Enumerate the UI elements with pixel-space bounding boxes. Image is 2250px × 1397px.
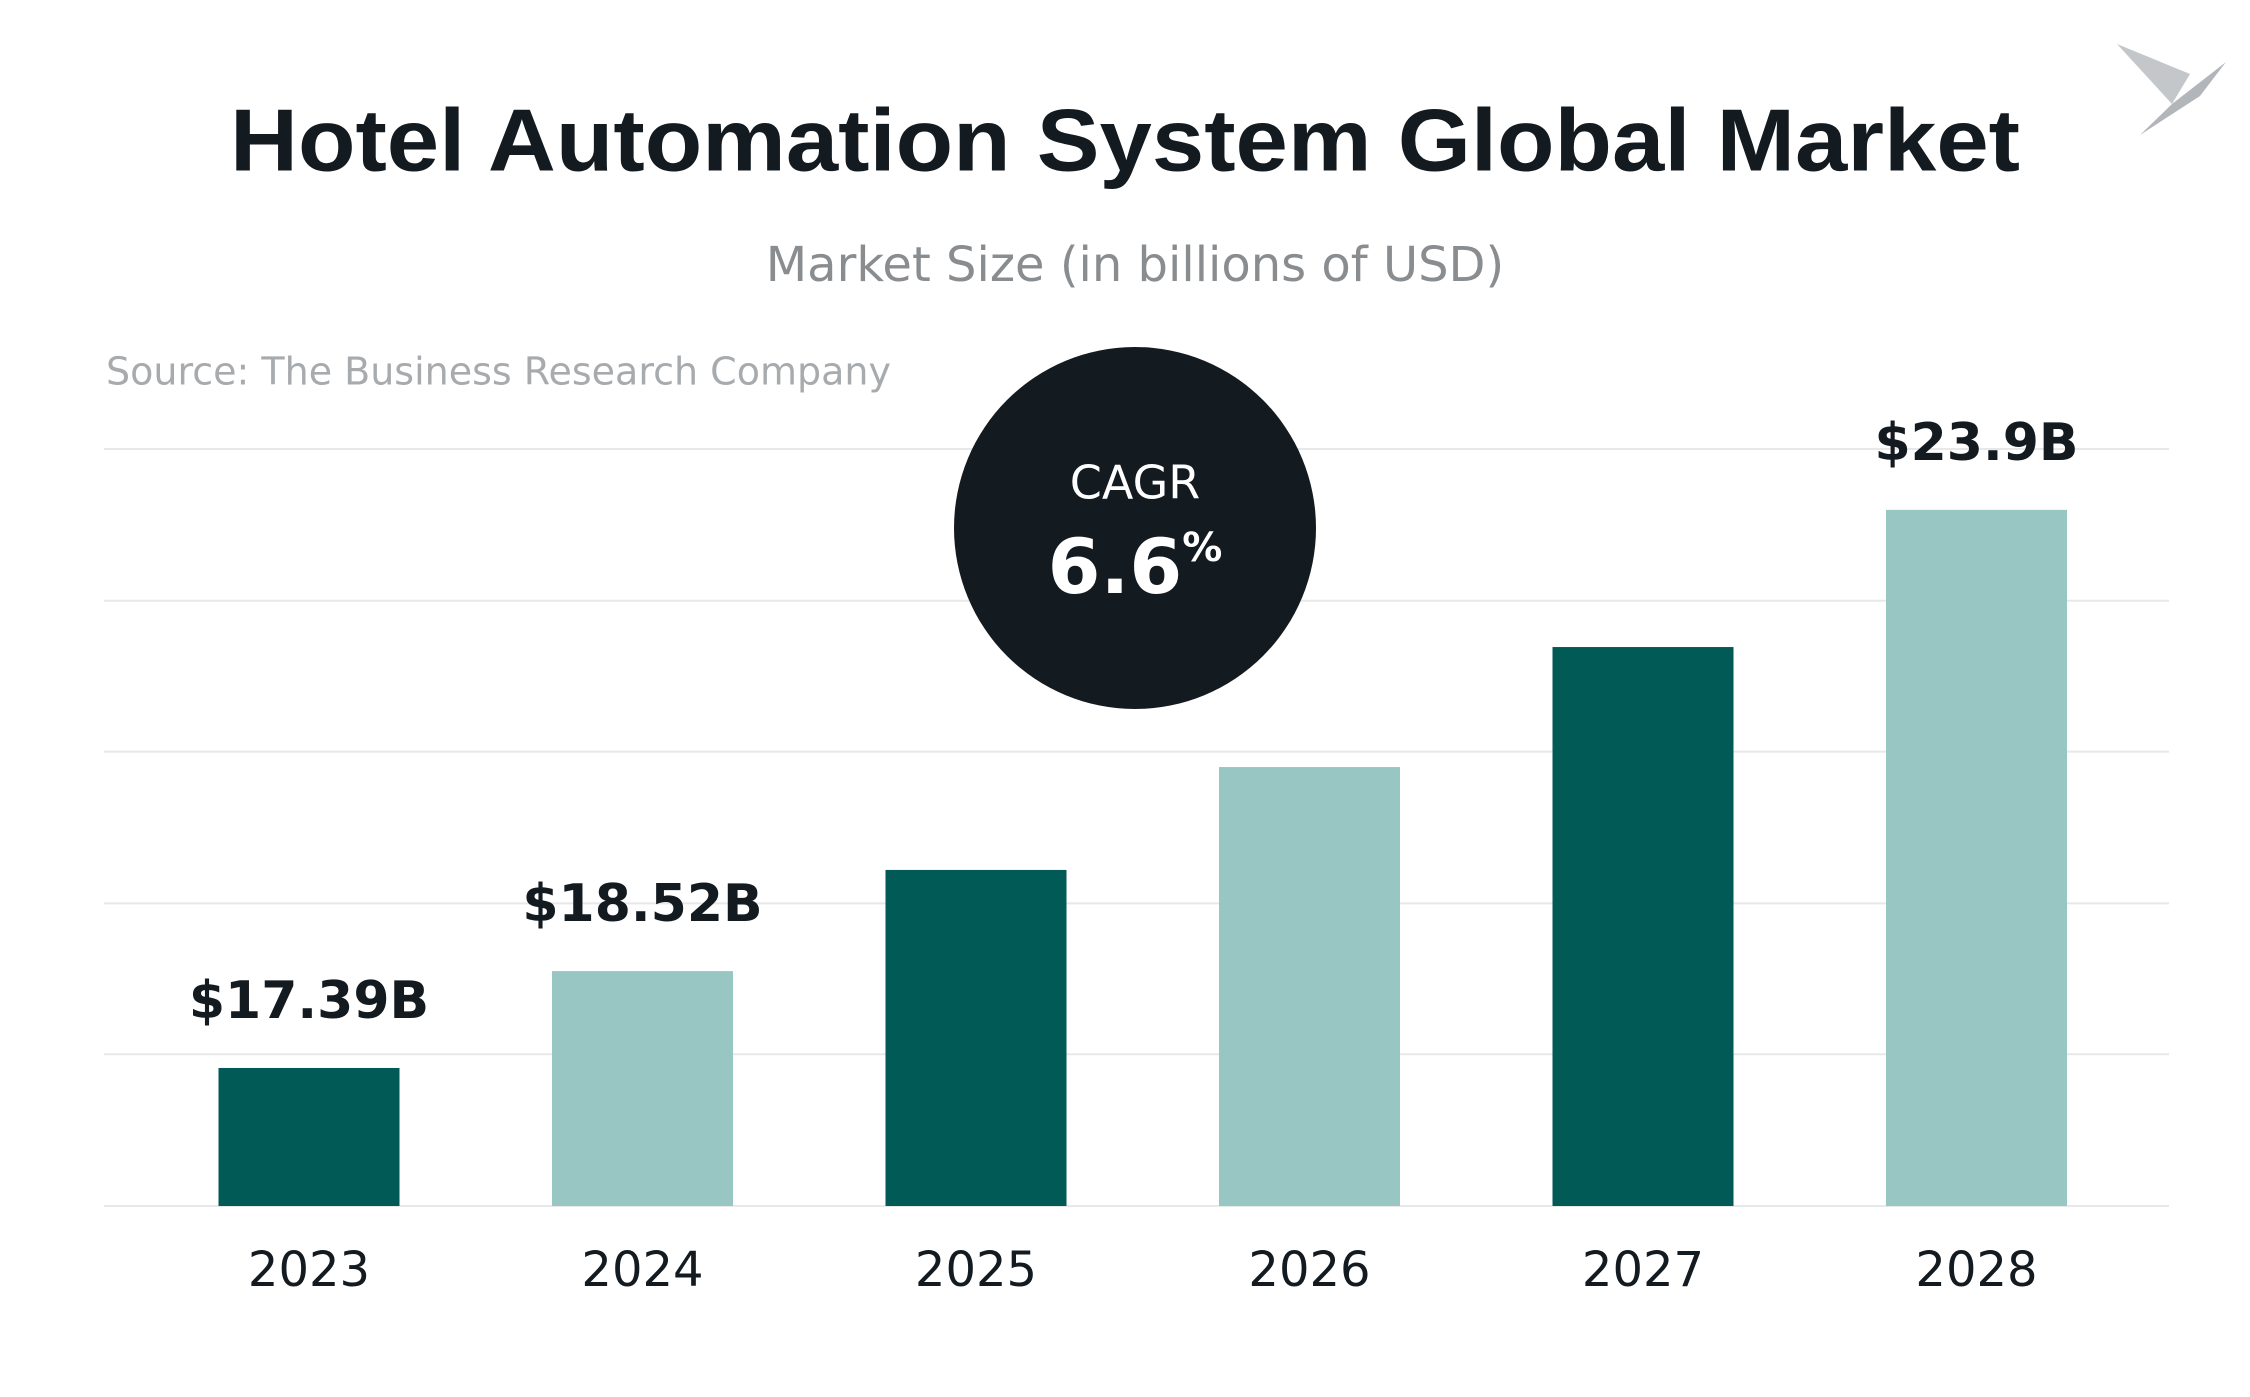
- logo: [2117, 44, 2226, 135]
- logo-wing: [2117, 44, 2190, 104]
- x-tick-label: 2028: [1915, 1242, 2037, 1298]
- cagr-value: 6.6%: [1048, 522, 1223, 611]
- cagr-number: 6.6: [1048, 522, 1183, 611]
- x-tick-label: 2027: [1582, 1242, 1704, 1298]
- logo-body: [2140, 62, 2226, 135]
- bar: [218, 1067, 400, 1206]
- bar: [1219, 767, 1400, 1206]
- value-label: $17.39B: [189, 971, 429, 1031]
- x-tick-label: 2024: [581, 1242, 703, 1298]
- x-tick-label: 2025: [915, 1242, 1037, 1298]
- cagr-label: CAGR: [1070, 456, 1200, 510]
- bar: [1552, 647, 1734, 1206]
- grid: [104, 448, 2169, 1207]
- bar: [1886, 509, 2067, 1206]
- value-label: $18.52B: [522, 874, 762, 934]
- cagr-unit: %: [1182, 525, 1222, 571]
- bar: [552, 971, 733, 1206]
- chart-title: Hotel Automation System Global Market: [230, 90, 2020, 189]
- cagr-circle: [954, 347, 1316, 709]
- source-note: Source: The Business Research Company: [106, 350, 891, 394]
- x-tick-label: 2026: [1248, 1242, 1370, 1298]
- bar: [885, 869, 1067, 1206]
- x-tick-label: 2023: [248, 1242, 370, 1298]
- value-label: $23.9B: [1874, 413, 2078, 473]
- cagr-badge: CAGR 6.6%: [954, 347, 1316, 709]
- bars: 2023 $17.39B 2024 $18.52B 2025 2026 2027 2028 $2…: [189, 413, 2079, 1298]
- chart-subtitle: Market Size (in billions of USD): [766, 237, 1504, 293]
